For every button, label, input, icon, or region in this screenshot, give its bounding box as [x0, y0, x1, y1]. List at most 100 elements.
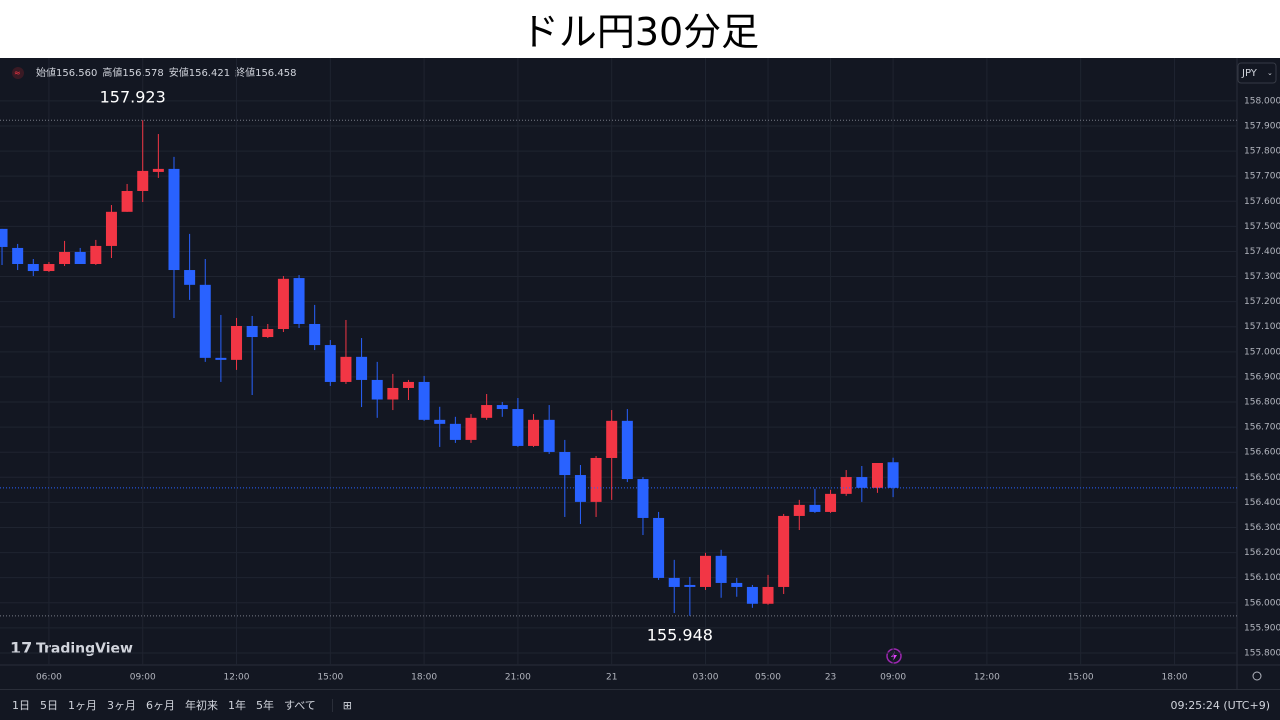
- candle-body: [121, 190, 133, 212]
- candle-body: [402, 381, 414, 388]
- legend-label: 安値: [169, 66, 189, 79]
- symbol-icon-mark: ≈: [14, 69, 21, 78]
- legend-value: 156.560: [56, 68, 97, 79]
- candle-body: [699, 555, 711, 587]
- settings-icon[interactable]: [1252, 671, 1262, 681]
- candle-body: [684, 584, 696, 587]
- y-tick-label: 156.100: [1244, 573, 1280, 583]
- date-range-icon[interactable]: ⊞: [331, 698, 352, 712]
- symbol-icon[interactable]: [12, 67, 24, 79]
- x-tick-label: 15:00: [1068, 673, 1094, 683]
- alert-icon[interactable]: [886, 648, 902, 664]
- candle-body: [512, 409, 524, 446]
- range-button[interactable]: 5年: [256, 699, 274, 712]
- candle-body: [418, 381, 430, 420]
- candle-body: [246, 325, 258, 338]
- alert-bolt: [891, 651, 897, 661]
- range-button[interactable]: 6ヶ月: [146, 699, 175, 712]
- candle-body: [637, 479, 649, 518]
- candle-body: [277, 278, 289, 330]
- y-tick-label: 157.800: [1244, 147, 1280, 157]
- y-tick-label: 157.900: [1244, 121, 1280, 131]
- candle-body: [543, 419, 555, 452]
- candle-body: [496, 405, 508, 410]
- candle-body: [887, 462, 899, 488]
- page-title: ドル円30分足: [0, 0, 1280, 58]
- chart-background: [0, 58, 1280, 690]
- candle-body: [481, 405, 493, 418]
- legend-label: 始値: [36, 66, 56, 79]
- y-tick-label: 156.700: [1244, 423, 1280, 433]
- candle-body: [215, 357, 227, 360]
- candle-body: [715, 555, 727, 583]
- x-tick-label: 03:00: [693, 673, 719, 683]
- candle-body: [293, 278, 305, 324]
- range-button[interactable]: 5日: [40, 699, 58, 712]
- x-tick-label: 15:00: [317, 673, 343, 683]
- x-tick-label: 18:00: [1162, 673, 1188, 683]
- range-button[interactable]: 1ヶ月: [68, 699, 97, 712]
- candle-body: [12, 247, 24, 265]
- candle-body: [825, 493, 837, 512]
- candle-body: [778, 515, 790, 587]
- candle-body: [152, 168, 164, 172]
- candle-body: [199, 284, 211, 358]
- clock: 09:25:24 (UTC+9): [1170, 699, 1270, 712]
- currency-selector[interactable]: [1237, 62, 1277, 84]
- range-button[interactable]: 3ヶ月: [107, 699, 136, 712]
- candle-body: [371, 379, 383, 400]
- candle-body: [309, 323, 321, 346]
- candle-body: [90, 245, 102, 265]
- x-tick-label: 12:00: [224, 673, 250, 683]
- y-tick-label: 156.300: [1244, 523, 1280, 533]
- candle-body: [590, 457, 602, 502]
- y-tick-label: 157.100: [1244, 322, 1280, 332]
- candle-body: [559, 451, 571, 476]
- candle-body: [856, 477, 868, 488]
- candle-body: [74, 251, 86, 265]
- candle-body: [324, 345, 336, 382]
- candle-body: [387, 387, 399, 400]
- x-tick-label: 21:00: [505, 673, 531, 683]
- y-tick-label: 156.800: [1244, 398, 1280, 408]
- y-tick-label: 156.900: [1244, 372, 1280, 382]
- extreme-label: 155.948: [647, 625, 713, 644]
- candle-body: [340, 356, 352, 382]
- x-tick-label: 23: [825, 673, 836, 683]
- candle-body: [105, 211, 117, 246]
- candle-body: [668, 577, 680, 587]
- y-tick-label: 157.200: [1244, 297, 1280, 307]
- candle-body: [137, 170, 149, 191]
- y-tick-label: 155.800: [1244, 648, 1280, 658]
- candle-body: [840, 477, 852, 494]
- range-button[interactable]: すべて: [284, 699, 316, 712]
- candle-body: [0, 228, 8, 247]
- candle-body: [762, 586, 774, 604]
- range-button[interactable]: 1日: [12, 699, 30, 712]
- candle-body: [168, 168, 180, 271]
- y-tick-label: 157.300: [1244, 272, 1280, 282]
- range-button[interactable]: 1年: [228, 699, 246, 712]
- y-tick-label: 156.500: [1244, 473, 1280, 483]
- brand-icon: 17: [10, 639, 32, 658]
- range-button[interactable]: 年初来: [185, 699, 218, 712]
- candle-body: [184, 270, 196, 285]
- candle-body: [871, 462, 883, 488]
- candle-body: [59, 251, 71, 265]
- y-tick-label: 157.400: [1244, 247, 1280, 257]
- candle-body: [465, 417, 477, 440]
- x-tick-label: 09:00: [130, 673, 156, 683]
- y-tick-label: 156.400: [1244, 498, 1280, 508]
- y-tick-label: 156.600: [1244, 448, 1280, 458]
- y-tick-label: 156.200: [1244, 548, 1280, 558]
- range-toolbar: 1日 5日 1ヶ月 3ヶ月 6ヶ月 年初来 1年 5年 すべて ⊞ 09:25:24 (UTC+9): [0, 689, 1280, 720]
- y-tick-label: 157.000: [1244, 347, 1280, 357]
- y-tick-label: 156.000: [1244, 598, 1280, 608]
- candle-body: [528, 419, 540, 446]
- candle-body: [731, 582, 743, 587]
- candle-body: [746, 586, 758, 604]
- currency-label: JPY: [1241, 68, 1258, 79]
- candle-body: [262, 329, 274, 338]
